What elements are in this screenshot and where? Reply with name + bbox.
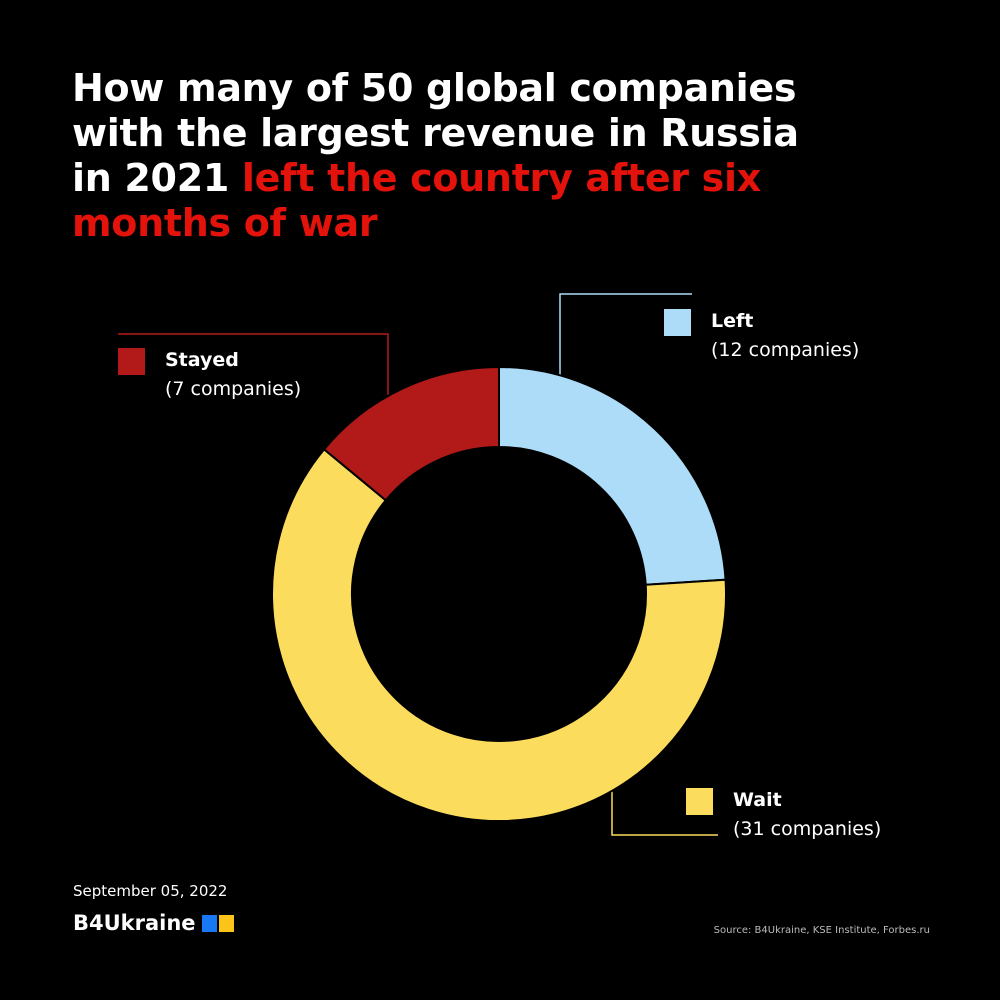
- legend-left: Left (12 companies): [664, 307, 860, 365]
- logo-text: B4Ukraine: [73, 911, 196, 935]
- title-text: How many of 50 global companies with the…: [72, 66, 799, 200]
- title-highlight: left the country after six months of war: [72, 156, 761, 245]
- leader-stayed: [118, 333, 389, 395]
- legend-count: (12 companies): [711, 339, 860, 361]
- legend-swatch-stayed: [118, 348, 145, 375]
- legend-stayed: Stayed (7 companies): [118, 346, 302, 404]
- legend-wait: Wait (31 companies): [686, 786, 882, 844]
- logo-yellow-square: [218, 914, 234, 932]
- date: September 05, 2022: [73, 882, 228, 900]
- slice-left: [498, 365, 727, 586]
- leader-left: [559, 293, 692, 375]
- slice-wait: [271, 447, 727, 822]
- source: Source: B4Ukraine, KSE Institute, Forbes…: [713, 925, 930, 936]
- chart-title: How many of 50 global companies with the…: [72, 66, 832, 246]
- legend-count: (31 companies): [733, 818, 882, 840]
- legend-label: Stayed: [165, 349, 239, 371]
- legend-label: Left: [711, 310, 754, 332]
- legend-count: (7 companies): [165, 378, 302, 400]
- logo-blue-square: [201, 914, 217, 932]
- leader-wait: [611, 790, 718, 836]
- logo: B4Ukraine: [73, 911, 234, 935]
- legend-label: Wait: [733, 789, 782, 811]
- legend-swatch-wait: [686, 788, 713, 815]
- slice-stayed: [322, 365, 500, 502]
- legend-swatch-left: [664, 309, 691, 336]
